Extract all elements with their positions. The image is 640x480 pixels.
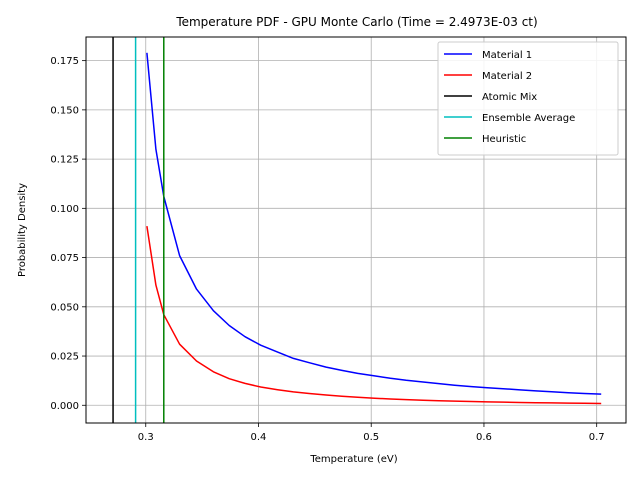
y-tick-label: 0.175	[50, 56, 79, 67]
legend-label: Material 2	[482, 71, 532, 82]
legend-label: Atomic Mix	[482, 92, 537, 103]
legend-label: Heuristic	[482, 134, 526, 145]
x-tick-label: 0.3	[138, 432, 154, 443]
series-material-2-line	[146, 225, 602, 405]
x-tick-label: 0.6	[476, 432, 492, 443]
y-tick-label: 0.000	[50, 401, 79, 412]
y-tick-label: 0.100	[50, 204, 79, 215]
y-tick-label: 0.125	[50, 155, 79, 166]
x-tick-label: 0.7	[589, 432, 605, 443]
x-tick-label: 0.4	[251, 432, 267, 443]
plot-area	[112, 37, 602, 423]
legend-box	[437, 41, 619, 156]
plot-frame	[85, 36, 627, 424]
y-tick-label: 0.075	[50, 253, 79, 264]
x-tick-label: 0.5	[363, 432, 379, 443]
y-tick-label: 0.150	[50, 105, 79, 116]
legend-label: Ensemble Average	[482, 113, 575, 124]
axis-ticks: 0.3 0.4 0.5 0.6 0.7 0.000 0.025 0.050 0.075 0.100…	[50, 56, 604, 443]
y-tick-label: 0.025	[50, 352, 79, 363]
y-axis-label: Probability Density	[17, 183, 28, 277]
chart-title: Temperature PDF - GPU Monte Carlo (Time …	[175, 15, 537, 29]
legend-label: Material 1	[482, 50, 532, 61]
series-material-1-line	[146, 52, 602, 395]
legend: Material 1 Material 2 Atomic Mix Ensemble A…	[437, 41, 619, 156]
y-tick-label: 0.050	[50, 302, 79, 313]
x-axis-label: Temperature (eV)	[309, 454, 397, 465]
